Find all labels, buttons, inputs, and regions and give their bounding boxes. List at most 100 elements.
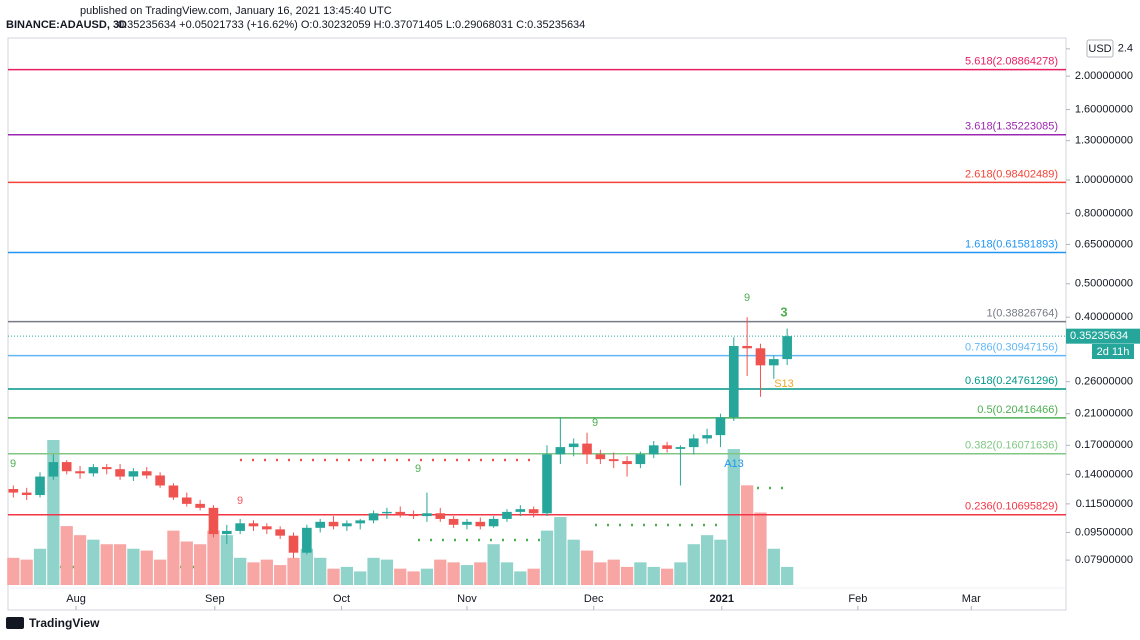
td-annotation: 9 [592,417,598,429]
candle-body [422,513,432,517]
candle-body [395,511,406,515]
countdown: 2d 11h [1097,346,1130,358]
candle-body [528,509,539,514]
candle-body [382,511,392,514]
volume-bar [514,571,527,585]
candle-body [622,461,632,465]
candle-body [715,417,726,436]
y-tick-label: 1.30000000 [1075,135,1133,147]
volume-bar [33,548,47,585]
volume-bar [447,562,460,585]
y-tick-label: 0.17000000 [1075,439,1133,451]
candle-body [328,521,339,527]
volume-bar [674,562,687,585]
candle-body [662,445,672,449]
volume-bar [767,548,780,585]
candle-body [728,345,739,418]
candle-body [342,523,352,527]
fib-label: 5.618(2.08864278) [965,56,1058,68]
candle-body [462,521,472,525]
volume-bar [527,568,540,585]
volume-bar [647,566,660,585]
volume-bar [113,544,127,585]
y-tick-label: 0.26000000 [1075,376,1133,388]
candle-body [275,529,285,536]
volume-bar [394,568,407,585]
volume-bar [20,559,33,585]
candle-body [475,521,486,527]
volume-bar [100,544,113,585]
candle-body [568,443,579,448]
volume-bar [260,559,273,585]
x-tick-label: Sep [205,593,225,605]
volume-bar [420,568,434,585]
volume-bar [274,565,287,585]
volume-bar [740,485,754,585]
y-tick-label: 2.00000000 [1075,70,1133,82]
last-price-label: 0.35235634 [1070,330,1128,342]
candle-body [648,445,659,455]
countdown-box [1092,344,1134,359]
candle-body [35,476,45,496]
volume-bar [380,559,394,585]
fib-label: 0.382(0.16071636) [965,440,1058,452]
td-annotation: 9 [744,292,750,304]
volume-bar [220,535,233,585]
x-tick-label: Dec [584,593,604,605]
volume-bar [180,541,193,585]
candle-body [302,527,312,553]
y-tick-label: 0.09500000 [1075,526,1133,538]
volume-bar [714,539,727,585]
candle-body [88,467,99,474]
quote: 0.35235634 +0.05021733 (+16.62%) O:0.302… [118,19,585,31]
y-tick-label: 0.40000000 [1075,311,1133,323]
candle-body [115,469,125,477]
candle-body [262,526,272,530]
candle-body [368,513,379,521]
candle-body [675,447,686,449]
candle-body [555,447,566,455]
td-annotation: 9 [415,463,421,475]
brand: TradingView [29,616,100,630]
candle-body [755,348,766,366]
volume-bar [727,449,740,585]
fib-label: 3.618(1.35223085) [965,121,1058,133]
candle-body [488,518,499,527]
volume-bar [620,566,634,585]
candle-body [75,471,85,474]
volume-bar [580,550,594,585]
candle-body [635,454,646,465]
y-tick-label: 0.07900000 [1075,554,1133,566]
candle-body [128,471,139,477]
volume-bar [754,512,767,585]
volume-bar [167,530,180,585]
candle-body [181,497,192,504]
candle-body [782,336,792,360]
volume-bar [567,539,580,585]
y-tick-label: 0.50000000 [1075,278,1133,290]
y-tick-label: 0.11500000 [1076,498,1133,510]
candle-body [435,513,446,519]
volume-bar [554,517,567,585]
volume-bar [60,526,73,585]
volume-bar [73,535,87,585]
fib-label: 0.786(0.30947156) [965,342,1058,354]
volume-bar [487,544,500,585]
volume-bar [127,548,140,585]
td-annotation: 9 [10,458,16,470]
y-tick-label: 0.80000000 [1075,207,1133,219]
volume-bar [340,566,354,585]
candle-body [155,475,165,486]
td-annotation: S13 [774,378,794,390]
candle-body [702,435,712,439]
candle-body [515,509,526,512]
last-price-box [1066,328,1140,344]
volume-bar [407,571,420,585]
volume-bar [474,562,487,585]
volume-bar [607,559,620,585]
x-tick-label: Mar [962,593,981,605]
volume-bar [140,550,153,585]
x-tick-label: Feb [848,593,867,605]
fib-label: 0.618(0.24761296) [965,375,1058,387]
